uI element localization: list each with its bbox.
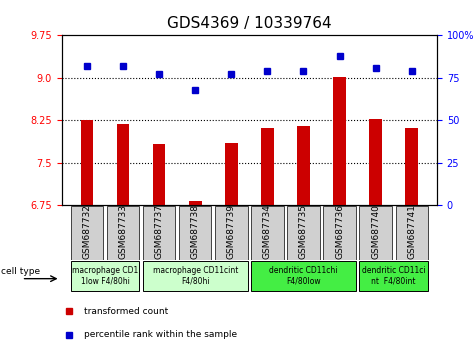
- Bar: [297, 126, 310, 205]
- Text: GSM687738: GSM687738: [191, 204, 200, 259]
- Text: percentile rank within the sample: percentile rank within the sample: [84, 330, 238, 339]
- Bar: [261, 128, 274, 205]
- Bar: [71, 261, 139, 291]
- Bar: [251, 261, 356, 291]
- Text: cell type: cell type: [1, 267, 40, 276]
- Bar: [225, 143, 238, 205]
- Bar: [406, 128, 418, 205]
- Bar: [143, 206, 175, 259]
- Text: GSM687733: GSM687733: [119, 204, 128, 259]
- Bar: [360, 206, 392, 259]
- Text: GSM687732: GSM687732: [83, 204, 92, 259]
- Bar: [107, 206, 139, 259]
- Bar: [287, 206, 320, 259]
- Text: GSM687740: GSM687740: [371, 204, 380, 259]
- Text: GSM687734: GSM687734: [263, 204, 272, 259]
- Text: GSM687739: GSM687739: [227, 204, 236, 259]
- Bar: [81, 120, 93, 205]
- Bar: [333, 77, 346, 205]
- Text: dendritic CD11ci
nt  F4/80int: dendritic CD11ci nt F4/80int: [362, 267, 426, 286]
- Text: dendritic CD11chi
F4/80low: dendritic CD11chi F4/80low: [269, 267, 338, 286]
- Bar: [153, 144, 165, 205]
- Bar: [215, 206, 247, 259]
- Text: macrophage CD11cint
F4/80hi: macrophage CD11cint F4/80hi: [152, 267, 238, 286]
- Text: macrophage CD1
1low F4/80hi: macrophage CD1 1low F4/80hi: [72, 267, 138, 286]
- Bar: [323, 206, 356, 259]
- Text: transformed count: transformed count: [84, 307, 169, 316]
- Bar: [179, 206, 211, 259]
- Bar: [143, 261, 247, 291]
- Bar: [396, 206, 428, 259]
- Text: GSM687735: GSM687735: [299, 204, 308, 259]
- Bar: [71, 206, 103, 259]
- Text: GSM687741: GSM687741: [407, 204, 416, 259]
- Bar: [189, 201, 201, 205]
- Bar: [117, 124, 129, 205]
- Text: GSM687737: GSM687737: [155, 204, 164, 259]
- Bar: [360, 261, 428, 291]
- Bar: [251, 206, 284, 259]
- Title: GDS4369 / 10339764: GDS4369 / 10339764: [167, 16, 332, 32]
- Bar: [370, 119, 382, 205]
- Text: GSM687736: GSM687736: [335, 204, 344, 259]
